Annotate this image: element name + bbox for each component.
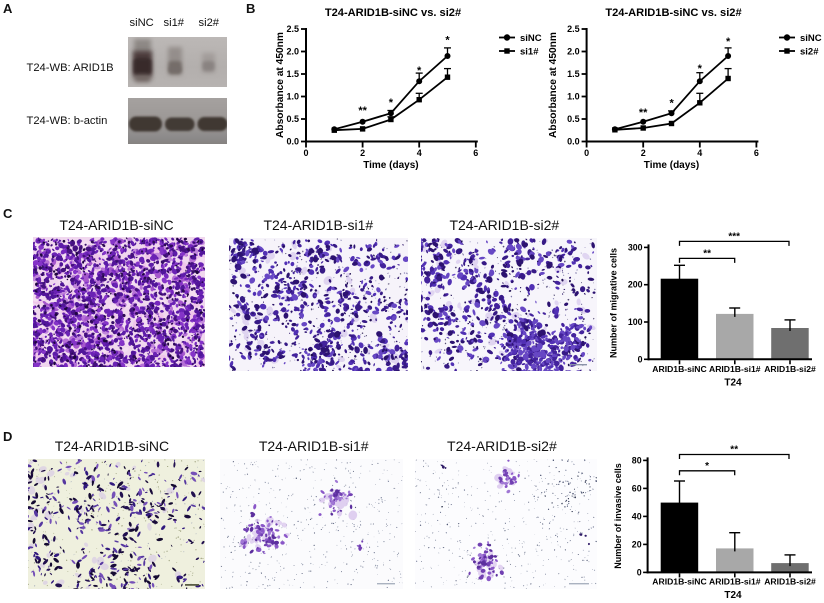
svg-text:ARID1B-si2#: ARID1B-si2# [764, 364, 816, 374]
svg-text:Number of invasive cells: Number of invasive cells [613, 463, 623, 569]
svg-text:siNC: siNC [800, 33, 822, 44]
svg-text:*: * [698, 63, 703, 75]
svg-text:40: 40 [632, 511, 642, 521]
svg-text:20: 20 [632, 539, 642, 549]
svg-text:1.5: 1.5 [286, 69, 299, 79]
svg-text:Number of migrative cells: Number of migrative cells [609, 248, 619, 358]
svg-text:2.0: 2.0 [567, 47, 580, 57]
svg-text:T24: T24 [724, 378, 742, 389]
svg-text:4: 4 [417, 148, 422, 158]
svg-text:ARID1B-siNC: ARID1B-siNC [652, 577, 706, 587]
svg-text:*: * [670, 98, 675, 110]
svg-text:0: 0 [584, 148, 589, 158]
svg-text:6: 6 [473, 148, 478, 158]
svg-text:Time (days): Time (days) [644, 160, 699, 171]
svg-text:Absorbance at 450nm: Absorbance at 450nm [275, 32, 286, 138]
svg-text:2.0: 2.0 [286, 47, 299, 57]
svg-text:**: ** [358, 105, 367, 117]
svg-text:1.0: 1.0 [567, 92, 580, 102]
svg-text:80: 80 [632, 455, 642, 465]
svg-text:300: 300 [628, 242, 643, 252]
svg-text:0: 0 [303, 148, 308, 158]
svg-text:2.5: 2.5 [286, 24, 299, 34]
svg-text:T24: T24 [724, 590, 742, 601]
svg-text:1.5: 1.5 [567, 69, 580, 79]
svg-text:siNC: siNC [520, 33, 542, 44]
svg-text:Absorbance at 450nm: Absorbance at 450nm [548, 32, 559, 138]
svg-text:ARID1B-siNC: ARID1B-siNC [652, 364, 706, 374]
svg-text:100: 100 [628, 317, 643, 327]
svg-text:2.5: 2.5 [567, 24, 580, 34]
svg-text:*: * [417, 65, 422, 77]
svg-text:si1#: si1# [520, 46, 539, 57]
svg-text:ARID1B-si2#: ARID1B-si2# [764, 577, 816, 587]
svg-text:2: 2 [360, 148, 365, 158]
svg-text:*: * [445, 35, 450, 47]
svg-text:*: * [705, 461, 709, 472]
svg-text:0.0: 0.0 [286, 137, 299, 147]
svg-text:*: * [726, 36, 731, 48]
svg-text:**: ** [639, 107, 648, 119]
svg-text:6: 6 [754, 148, 759, 158]
svg-text:0: 0 [638, 354, 643, 364]
svg-text:si2#: si2# [800, 46, 819, 57]
svg-text:Time (days): Time (days) [363, 160, 418, 171]
svg-text:T24-ARID1B-siNC vs. si2#: T24-ARID1B-siNC vs. si2# [605, 7, 741, 19]
svg-text:**: ** [703, 248, 711, 259]
svg-text:0.5: 0.5 [286, 114, 299, 124]
svg-text:0: 0 [637, 567, 642, 577]
svg-text:1.0: 1.0 [286, 92, 299, 102]
svg-text:4: 4 [697, 148, 702, 158]
svg-text:ARID1B-si1#: ARID1B-si1# [709, 364, 761, 374]
svg-text:*: * [389, 97, 394, 109]
svg-text:2: 2 [641, 148, 646, 158]
svg-text:T24-ARID1B-siNC vs. si2#: T24-ARID1B-siNC vs. si2# [325, 7, 461, 19]
svg-text:ARID1B-si1#: ARID1B-si1# [709, 577, 761, 587]
svg-text:***: *** [728, 231, 740, 242]
svg-text:60: 60 [632, 483, 642, 493]
svg-text:0.5: 0.5 [567, 114, 580, 124]
svg-text:200: 200 [628, 280, 643, 290]
svg-text:0.0: 0.0 [567, 137, 580, 147]
svg-text:**: ** [730, 445, 738, 456]
